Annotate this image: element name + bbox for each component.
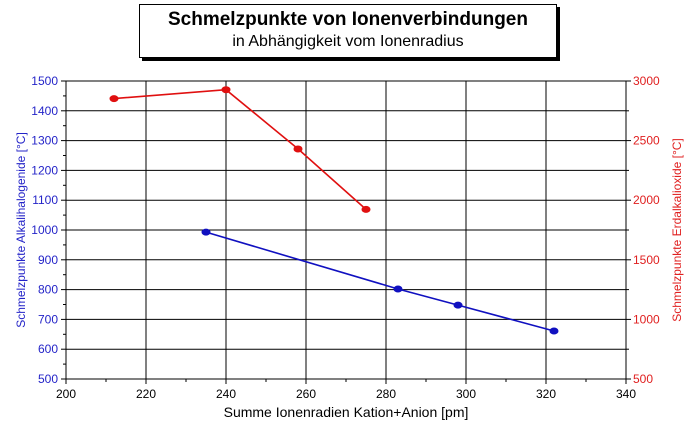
right-y-tick-label: 1000	[633, 312, 660, 326]
x-tick-label: 200	[56, 387, 76, 401]
left-y-tick-label: 700	[38, 312, 58, 326]
left-y-tick-label: 1500	[31, 74, 58, 88]
series-right-line	[113, 88, 367, 210]
x-axis-label: Summe Ionenradien Kation+Anion [pm]	[224, 404, 469, 420]
series-left-point	[201, 228, 211, 236]
series-left-line	[205, 231, 555, 332]
chart-title: Schmelzpunkte von Ionenverbindungen	[168, 9, 528, 30]
x-tick-label: 300	[456, 387, 476, 401]
series-right-point	[293, 145, 303, 153]
left-y-tick-label: 1000	[31, 223, 58, 237]
chart-subtitle: in Abhängigkeit vom Ionenradius	[232, 33, 464, 50]
x-tick-label: 280	[376, 387, 396, 401]
right-y-tick-label: 2500	[633, 134, 660, 148]
chart-title-box: Schmelzpunkte von Ionenverbindungen in A…	[139, 4, 557, 58]
left-y-tick-label: 500	[38, 372, 58, 386]
right-y-axis-label: Schmelzpunkte Erdalkalioxide [°C]	[670, 138, 684, 322]
left-y-tick-label: 1400	[31, 104, 58, 118]
right-y-tick-label: 500	[633, 372, 653, 386]
left-y-tick-label: 1300	[31, 134, 58, 148]
x-tick-label: 320	[536, 387, 556, 401]
left-y-tick-label: 600	[38, 342, 58, 356]
series-right-point	[109, 95, 119, 103]
series-left-point	[549, 327, 559, 335]
right-y-tick-label: 3000	[633, 74, 660, 88]
left-y-tick-label: 900	[38, 253, 58, 267]
left-y-tick-label: 1100	[32, 193, 58, 207]
series-right-point	[221, 86, 231, 94]
left-y-tick-label: 800	[38, 283, 58, 297]
series-left-point	[393, 285, 403, 293]
right-y-tick-label: 1500	[633, 253, 660, 267]
x-tick-label: 240	[216, 387, 236, 401]
x-tick-label: 220	[136, 387, 156, 401]
left-y-axis-label: Schmelzpunkte Alkalihalogenide [°C]	[14, 132, 28, 328]
series-left-point	[453, 301, 463, 309]
x-tick-label: 340	[616, 387, 636, 401]
right-y-tick-label: 2000	[633, 193, 660, 207]
x-tick-label: 260	[296, 387, 316, 401]
series-right-point	[361, 205, 371, 213]
left-y-tick-label: 1200	[31, 163, 58, 177]
